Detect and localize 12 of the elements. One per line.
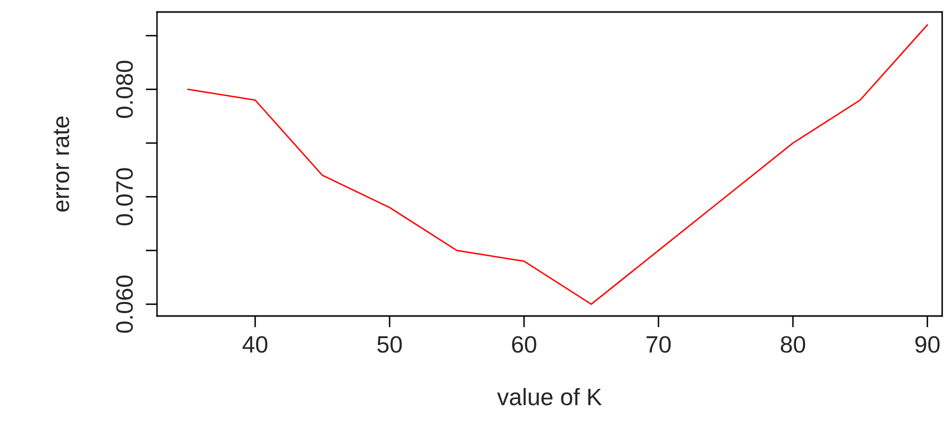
x-tick-label: 60 <box>512 336 536 353</box>
y-tick-label: 0.070 <box>116 168 133 226</box>
x-tick-label: 70 <box>646 336 671 353</box>
x-tick-label: 80 <box>780 336 806 353</box>
y-axis-title: error rate <box>54 116 70 212</box>
line-series <box>187 24 928 305</box>
x-tick-label: 40 <box>242 336 268 353</box>
y-tick-label: 0.060 <box>116 276 133 333</box>
x-tick-label: 50 <box>377 336 402 353</box>
x-axis-title: value of K <box>497 388 602 406</box>
y-tick-label: 0.080 <box>116 60 133 118</box>
x-tick-label: 90 <box>915 336 940 353</box>
